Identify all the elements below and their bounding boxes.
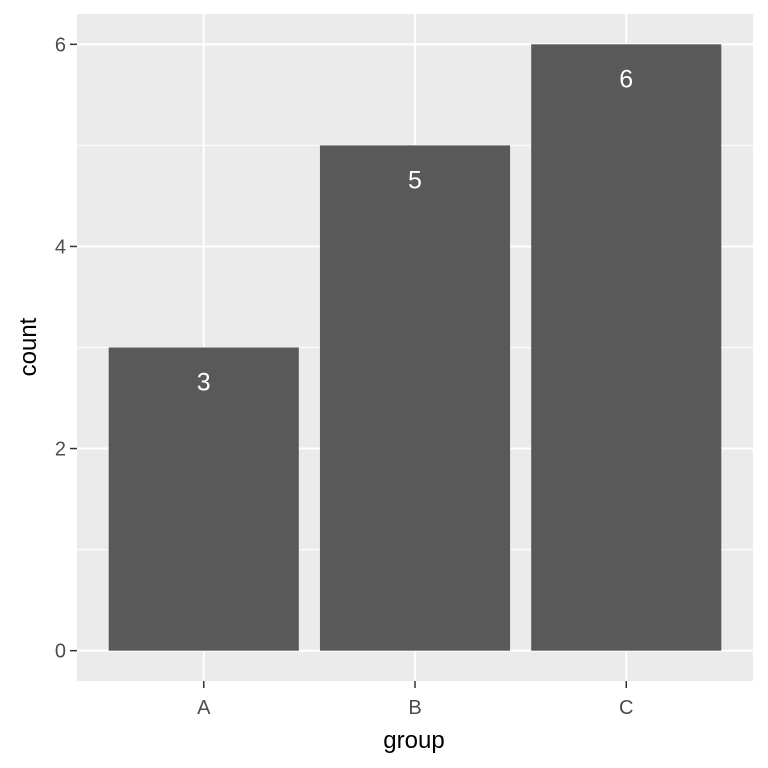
y-tick-label: 0 bbox=[55, 641, 66, 663]
bar-value-label: 6 bbox=[619, 65, 633, 93]
bar-B bbox=[319, 145, 511, 651]
y-tick-label: 4 bbox=[55, 236, 66, 258]
y-axis: 0 2 4 6 bbox=[55, 34, 77, 663]
bars bbox=[108, 44, 722, 651]
y-axis-title: count bbox=[15, 317, 42, 376]
bar-A bbox=[108, 347, 299, 651]
x-tick-label: C bbox=[619, 697, 633, 719]
x-tick-label: A bbox=[197, 697, 211, 719]
bar-value-labels: 3 5 6 bbox=[197, 65, 633, 396]
bar-value-label: 3 bbox=[197, 369, 211, 397]
x-tick-label: B bbox=[408, 697, 421, 719]
bar-C bbox=[531, 44, 722, 651]
y-tick-label: 2 bbox=[55, 439, 66, 461]
x-axis-title: group bbox=[383, 727, 444, 754]
x-axis: A B C bbox=[197, 681, 633, 719]
y-tick-label: 6 bbox=[55, 34, 66, 56]
bar-value-label: 5 bbox=[408, 166, 422, 194]
